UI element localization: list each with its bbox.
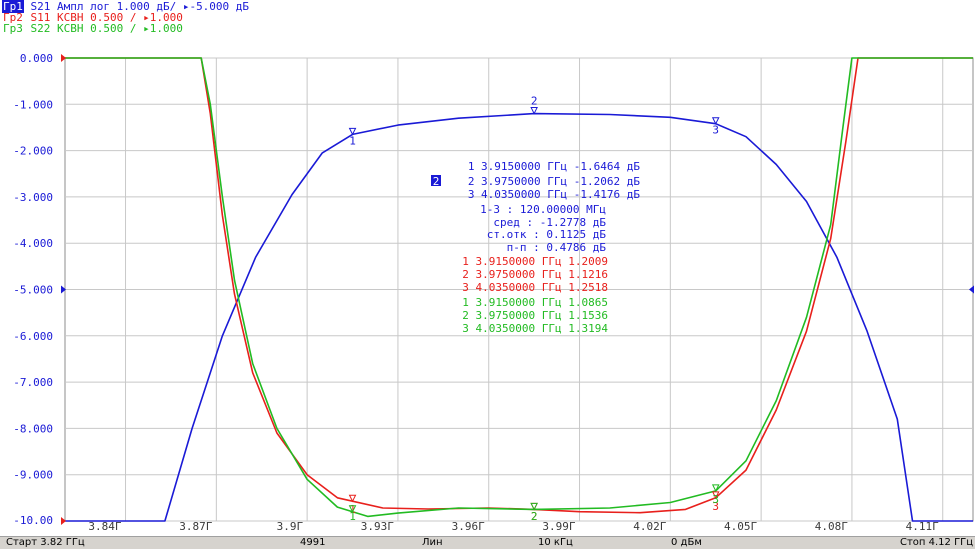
ref-top-marker[interactable]: [61, 54, 66, 62]
reference-level-markers[interactable]: [61, 54, 974, 525]
marker-number-label: 1: [349, 134, 356, 147]
y-tick-label: -4.000: [13, 237, 53, 250]
marker-s21-3[interactable]: [711, 117, 720, 125]
vna-plot-area[interactable]: 0.000 -1.000 -2.000 -3.000 -4.000 -5.000 -6.00…: [0, 0, 975, 536]
y-tick-label: -7.000: [13, 376, 53, 389]
marker-s21-2[interactable]: [530, 107, 538, 115]
y-tick-label: -2.000: [13, 145, 53, 158]
trace3-tag[interactable]: Гр3: [3, 22, 23, 35]
if-bandwidth[interactable]: 10 кГц: [538, 537, 573, 548]
green-marker-1: 1 3.9150000 ГГц 1.0865: [462, 296, 608, 309]
status-bar: Старт 3.82 ГГц 4991 Лин 10 кГц 0 дБм Сто…: [0, 536, 975, 549]
marker-number-label: 3: [712, 500, 719, 513]
ref-level-marker-right[interactable]: [969, 285, 974, 294]
marker-number-label: 3: [712, 124, 719, 137]
trace2-header[interactable]: Гр2 S11 КСВН 0.500 / ▸1.000: [2, 12, 183, 23]
y-tick-label: -9.000: [13, 469, 53, 482]
green-marker-3: 3 4.0350000 ГГц 1.3194: [462, 322, 608, 335]
blue-marker-3: 3 4.0350000 ГГц -1.4176 дБ: [468, 188, 641, 201]
x-tick-label: 3.93Г: [361, 520, 394, 533]
marker-s22-3[interactable]: [711, 484, 720, 493]
stat-stdev: ст.отк : 0.1125 дБ: [487, 228, 607, 241]
y-tick-label: -1.000: [13, 98, 53, 111]
x-tick-label: 4.02Г: [633, 520, 666, 533]
marker-number-label: 3: [712, 493, 719, 506]
trace2-label: S11 КСВН 0.500 / ▸1.000: [30, 11, 183, 24]
source-power[interactable]: 0 дБм: [671, 537, 702, 548]
trace3-label: S22 КСВН 0.500 / ▸1.000: [30, 22, 183, 35]
y-axis-ticks: 0.000 -1.000 -2.000 -3.000 -4.000 -5.000 -6.00…: [13, 52, 53, 527]
marker-s22-1[interactable]: [348, 505, 357, 513]
y-tick-label: -5.000: [13, 284, 53, 297]
trace-s21: [65, 112, 973, 522]
y-tick-label: -10.00: [13, 514, 53, 527]
red-marker-2: 2 3.9750000 ГГц 1.1216: [462, 268, 608, 281]
trace3-header[interactable]: Гр3 S22 КСВН 0.500 / ▸1.000: [2, 23, 183, 34]
marker-s22-2[interactable]: [530, 502, 538, 511]
x-tick-label: 3.87Г: [179, 520, 212, 533]
red-marker-1: 1 3.9150000 ГГц 1.2009: [462, 255, 608, 268]
active-marker-box[interactable]: [431, 175, 441, 186]
trace-s22: [65, 57, 973, 518]
y-tick-label: -3.000: [13, 191, 53, 204]
x-tick-label: 3.9Г: [277, 520, 304, 533]
red-marker-3: 3 4.0350000 ГГц 1.2518: [462, 281, 608, 294]
trace1-tag[interactable]: Гр1: [2, 0, 24, 13]
marker-number-label: 1: [349, 510, 356, 523]
active-marker-number: 2: [433, 175, 440, 188]
x-tick-label: 3.96Г: [452, 520, 485, 533]
ref-level-marker-left[interactable]: [61, 285, 66, 294]
trace-curves: [65, 57, 973, 522]
marker-number-label: 2: [531, 95, 538, 108]
trace1-label: S21 Ампл лог 1.000 дБ/ ▸-5.000 дБ: [30, 0, 250, 13]
trace1-header[interactable]: Гр1 S21 Ампл лог 1.000 дБ/ ▸-5.000 дБ: [2, 0, 250, 13]
sweep-type[interactable]: Лин: [422, 537, 443, 548]
marker-readout-table: 1 3.9150000 ГГц -1.6464 дБ 2 2 3.9750000…: [431, 160, 640, 335]
ref-bottom-marker[interactable]: [61, 517, 66, 525]
stat-peak-peak: п-п : 0.4786 дБ: [507, 241, 607, 254]
y-tick-label: -8.000: [13, 422, 53, 435]
marker-number-label: 2: [531, 510, 538, 523]
x-axis-ticks: 3.84Г 3.87Г 3.9Г 3.93Г 3.96Г 3.99Г 4.02Г 4.05Г 4…: [88, 520, 939, 533]
stop-frequency[interactable]: Стоп 4.12 ГГц: [900, 537, 974, 548]
start-frequency[interactable]: Старт 3.82 ГГц: [6, 537, 85, 548]
blue-marker-1: 1 3.9150000 ГГц -1.6464 дБ: [468, 160, 641, 173]
grid-lines: [65, 57, 973, 522]
x-tick-label: 4.05Г: [724, 520, 757, 533]
marker-s21-1[interactable]: [348, 127, 357, 136]
y-tick-label: -6.000: [13, 330, 53, 343]
green-marker-2: 2 3.9750000 ГГц 1.1536: [462, 309, 608, 322]
marker-number-label: 1: [349, 503, 356, 516]
stat-mean: сред : -1.2778 дБ: [493, 216, 606, 229]
blue-marker-2: 2 3.9750000 ГГц -1.2062 дБ: [468, 175, 641, 188]
sweep-points[interactable]: 4991: [300, 537, 326, 548]
stat-span: 1-3 : 120.00000 МГц: [480, 203, 606, 216]
marker-number-label: 2: [531, 510, 538, 523]
x-tick-label: 3.84Г: [88, 520, 121, 533]
trace2-tag[interactable]: Гр2: [3, 11, 23, 24]
x-tick-label: 3.99Г: [542, 520, 575, 533]
y-tick-label: 0.000: [20, 52, 53, 65]
x-tick-label: 4.08Г: [815, 520, 848, 533]
marker-labels[interactable]: 1 2 3 1 2 3 1 2 3: [348, 95, 720, 523]
x-tick-label: 4.11Г: [906, 520, 939, 533]
marker-s11-1[interactable]: [348, 494, 357, 503]
